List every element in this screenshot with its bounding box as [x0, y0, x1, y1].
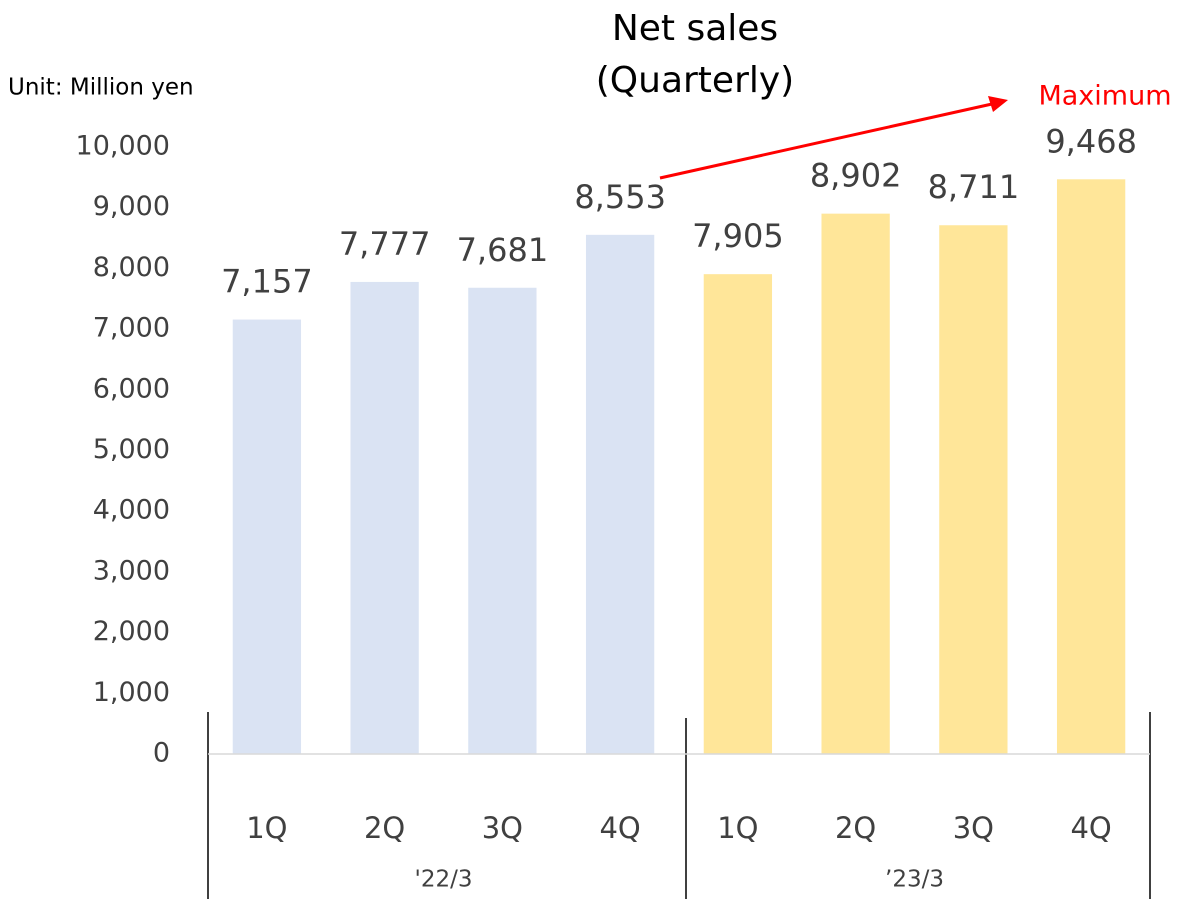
bar: [468, 287, 537, 754]
chart-title: (Quarterly): [596, 60, 794, 101]
y-tick-label: 4,000: [93, 495, 170, 526]
y-tick-label: 9,000: [93, 191, 170, 222]
x-tick-label: 2Q: [835, 811, 876, 845]
bar: [703, 274, 773, 754]
bar: [232, 319, 302, 754]
chart-title: Net sales: [612, 8, 778, 49]
data-label: 8,902: [810, 157, 902, 195]
x-tick-label: 3Q: [482, 811, 523, 845]
bar: [350, 281, 419, 754]
y-tick-label: 8,000: [93, 252, 170, 283]
data-label: 7,777: [339, 225, 431, 263]
y-tick-label: 1,000: [93, 677, 170, 708]
unit-label: Unit: Million yen: [8, 75, 194, 101]
x-tick-label: 4Q: [1070, 811, 1111, 845]
annotation-arrow: [659, 102, 993, 180]
data-label: 8,711: [928, 168, 1020, 206]
bar: [939, 225, 1008, 754]
x-tick-label: 2Q: [364, 811, 405, 845]
bar: [821, 213, 890, 754]
x-tick-label: 1Q: [246, 811, 287, 845]
group-label: '22/3: [415, 867, 473, 893]
bar: [585, 234, 655, 755]
group-label: ’23/3: [885, 867, 944, 893]
annotation: Maximum: [1038, 81, 1171, 112]
data-label: 7,157: [221, 263, 313, 301]
y-tick-label: 6,000: [93, 373, 170, 404]
y-tick-label: 7,000: [93, 313, 170, 344]
bar: [1056, 179, 1126, 754]
data-label: 8,553: [574, 178, 666, 216]
x-tick-label: 4Q: [599, 811, 640, 845]
x-tick-label: 1Q: [717, 811, 758, 845]
y-tick-label: 10,000: [76, 131, 170, 162]
annotation-arrowhead: [988, 96, 1008, 112]
data-label: 9,468: [1045, 122, 1137, 160]
y-tick-label: 0: [153, 738, 170, 769]
y-tick-label: 5,000: [93, 434, 170, 465]
y-tick-label: 3,000: [93, 555, 170, 586]
x-tick-label: 3Q: [953, 811, 994, 845]
y-tick-label: 2,000: [93, 616, 170, 647]
data-label: 7,681: [457, 231, 549, 269]
data-label: 7,905: [692, 217, 784, 255]
